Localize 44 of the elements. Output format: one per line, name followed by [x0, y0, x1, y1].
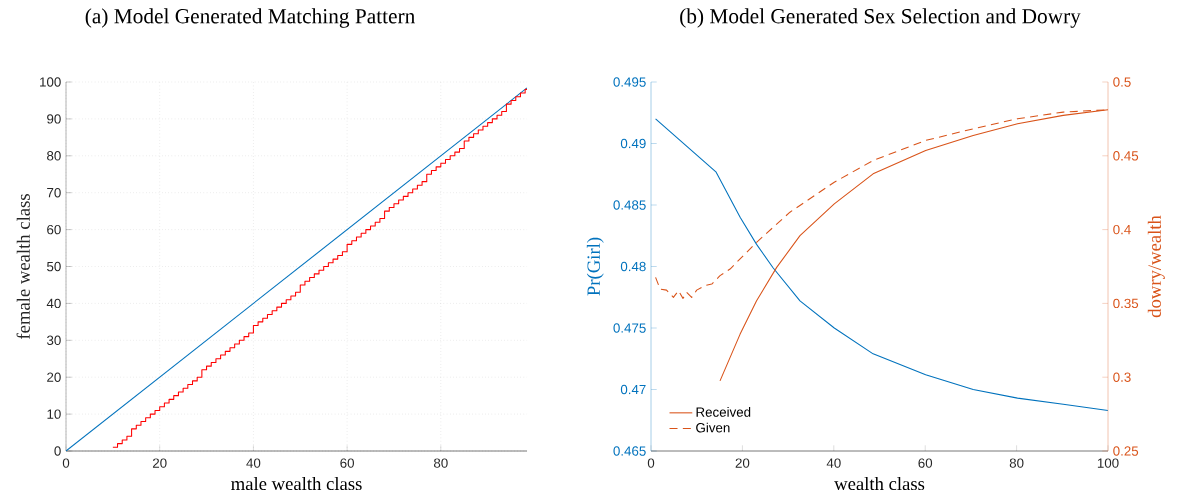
y-tick-label: 10 — [47, 409, 61, 419]
x-tick-label: 100 — [1097, 458, 1119, 468]
y-tick-label: 20 — [47, 372, 61, 382]
y2-tick-label: 0.25 — [1113, 446, 1139, 456]
y-tick-label: 0.47 — [620, 384, 646, 395]
y-tick-label: 0.495 — [613, 77, 646, 87]
x-tick-label: 80 — [433, 458, 448, 468]
y2-tick-label: 0.5 — [1113, 77, 1131, 87]
y-tick-label: 50 — [47, 261, 61, 272]
y2-tick-label: 0.3 — [1113, 372, 1131, 382]
y2-tick-label: 0.35 — [1113, 298, 1139, 309]
x-tick-label: 0 — [62, 458, 70, 468]
x-axis-title: male wealth class — [231, 476, 362, 491]
y-tick-label: 0.465 — [613, 446, 646, 456]
chart-title: (a) Model Generated Matching Pattern — [85, 8, 415, 28]
y2-tick-label: 0.45 — [1113, 151, 1139, 161]
y-axis-title: female wealth class — [16, 194, 30, 340]
x-tick-label: 40 — [246, 458, 261, 468]
y-tick-label: 90 — [47, 114, 61, 124]
x-axis-title: wealth class — [834, 476, 925, 491]
y-axis-title: Pr(Girl) — [586, 237, 604, 296]
legend-label: Given — [696, 422, 730, 433]
x-tick-label: 80 — [1009, 458, 1024, 468]
y-tick-label: 0.48 — [620, 261, 646, 272]
y-tick-label: 80 — [47, 151, 61, 161]
x-tick-label: 60 — [340, 458, 355, 468]
x-tick-label: 40 — [826, 458, 841, 468]
y2-tick-label: 0.4 — [1113, 224, 1131, 235]
x-tick-label: 0 — [647, 458, 655, 468]
x-tick-label: 60 — [918, 458, 933, 468]
y-tick-label: 0.475 — [613, 323, 646, 333]
y-tick-label: 40 — [46, 298, 61, 309]
y-tick-label: 0.485 — [613, 200, 646, 210]
y-tick-label: 0.49 — [620, 138, 646, 149]
legend-label: Received — [696, 407, 751, 417]
chart-title: (b) Model Generated Sex Selection and Dowry — [680, 8, 1081, 28]
y-tick-label: 30 — [46, 335, 61, 346]
x-tick-label: 20 — [152, 458, 167, 468]
x-tick-label: 20 — [735, 458, 750, 468]
y-tick-label: 70 — [47, 187, 61, 198]
y-tick-label: 0 — [54, 446, 61, 456]
y-tick-label: 60 — [47, 224, 61, 235]
y-tick-label: 100 — [40, 77, 61, 87]
y2-axis-title: dowry/wealth — [1147, 215, 1165, 318]
